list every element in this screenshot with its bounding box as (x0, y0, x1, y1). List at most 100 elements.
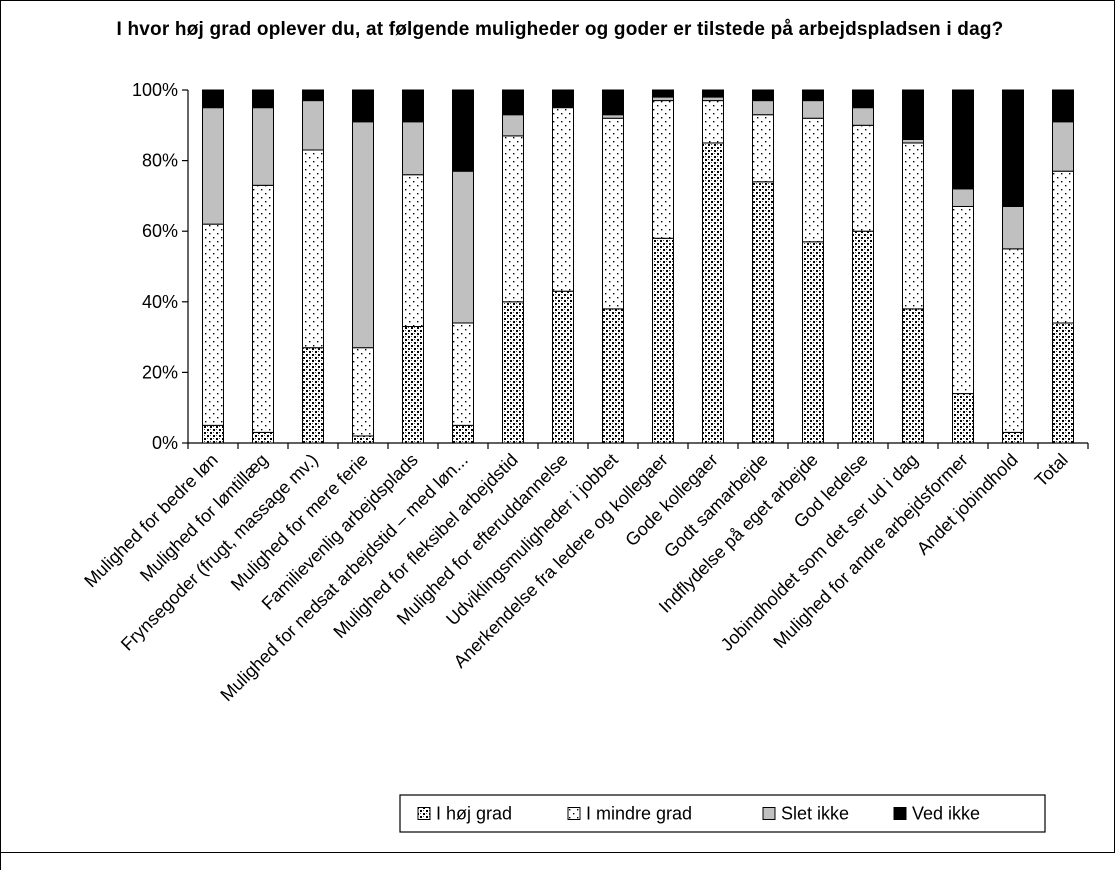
bar-segment (852, 89, 874, 109)
y-tick-label: 20% (142, 362, 178, 382)
bar-segment (252, 431, 274, 444)
bar-stack (502, 89, 524, 444)
legend-swatch (893, 807, 907, 820)
bar-segment (1052, 89, 1074, 123)
bar-segment (752, 100, 774, 116)
y-tick-label: 0% (152, 433, 178, 453)
bars (202, 89, 1074, 444)
bar-stack (802, 89, 824, 444)
bar-segment (352, 121, 374, 349)
bar-segment (402, 326, 424, 444)
legend: I høj grad I mindre grad Slet ikke Ved ikke (399, 794, 1046, 833)
bar-segment (802, 89, 824, 102)
y-tick-label: 40% (142, 292, 178, 312)
bar-segment (652, 237, 674, 444)
bar-segment (702, 89, 724, 98)
y-tick-label: 60% (142, 221, 178, 241)
bar-segment (952, 188, 974, 207)
bar-segment (852, 107, 874, 126)
bar-stack (1002, 89, 1024, 444)
legend-box (399, 794, 1046, 833)
x-category-label: Total (1031, 450, 1072, 491)
legend-label: I mindre grad (586, 804, 692, 824)
bar-segment (652, 96, 674, 102)
bar-segment (302, 89, 324, 102)
bar-segment (902, 89, 924, 140)
bar-stack (752, 89, 774, 444)
bar-segment (502, 301, 524, 444)
bar-segment (602, 308, 624, 444)
legend-item: I mindre grad (567, 804, 692, 824)
bar-segment (552, 89, 574, 109)
bar-segment (452, 89, 474, 172)
bar-segment (952, 205, 974, 395)
bar-segment (552, 107, 574, 292)
bar-stack (902, 89, 924, 444)
bar-segment (602, 117, 624, 310)
bar-segment (502, 89, 524, 116)
stacked-bar-chart: 0% 20% 40% 60% 80% 100% Mulighed for bedre lø… (80, 80, 1089, 833)
bar-stack (852, 89, 874, 444)
legend-swatch (762, 807, 776, 820)
bar-segment (652, 100, 674, 239)
bar-segment (1002, 89, 1024, 207)
bar-segment (802, 100, 824, 119)
bar-segment (852, 230, 874, 444)
bar-segment (702, 96, 724, 102)
bar-segment (1052, 322, 1074, 444)
bar-segment (1052, 121, 1074, 172)
legend-item: Slet ikke (762, 804, 849, 824)
bar-segment (802, 117, 824, 243)
bar-stack (452, 89, 474, 444)
bar-stack (252, 89, 274, 444)
bar-segment (652, 89, 674, 98)
bar-stack (552, 89, 574, 444)
axes: 0% 20% 40% 60% 80% 100% (132, 80, 1089, 453)
bar-stack (952, 89, 974, 444)
bar-segment (352, 435, 374, 444)
bar-segment (202, 424, 224, 444)
bar-segment (902, 138, 924, 144)
legend-swatch (567, 807, 581, 820)
bar-stack (352, 89, 374, 444)
bar-stack (202, 89, 224, 444)
bar-segment (702, 142, 724, 444)
bar-segment (402, 89, 424, 123)
chart-frame-edge (0, 853, 1, 870)
legend-label: Ved ikke (912, 804, 980, 824)
bar-segment (952, 89, 974, 190)
y-tick-label: 80% (142, 151, 178, 171)
bar-segment (452, 170, 474, 324)
bar-stack (302, 89, 324, 444)
y-tick-label: 100% (132, 80, 178, 100)
bar-segment (302, 149, 324, 349)
bar-segment (302, 100, 324, 151)
bar-segment (852, 124, 874, 232)
bar-segment (252, 184, 274, 433)
bar-segment (752, 89, 774, 102)
legend-swatch (417, 807, 431, 820)
legend-label: Slet ikke (781, 804, 849, 824)
bar-segment (1052, 170, 1074, 324)
bar-segment (602, 114, 624, 119)
bar-segment (352, 347, 374, 437)
bar-stack (602, 89, 624, 444)
bar-segment (252, 89, 274, 109)
bar-segment (452, 424, 474, 444)
legend-item: Ved ikke (893, 804, 980, 824)
bar-segment (1002, 248, 1024, 433)
bar-segment (352, 89, 374, 123)
bar-stack (1052, 89, 1074, 444)
bar-segment (802, 241, 824, 444)
bar-segment (202, 223, 224, 426)
bar-segment (402, 121, 424, 176)
bar-segment (202, 107, 224, 225)
bar-segment (902, 142, 924, 310)
bar-segment (202, 89, 224, 109)
bar-stack (652, 89, 674, 444)
bar-segment (502, 114, 524, 137)
legend-item: I høj grad (417, 804, 512, 824)
bar-segment (902, 308, 924, 444)
bar-segment (602, 89, 624, 116)
bar-segment (702, 100, 724, 144)
